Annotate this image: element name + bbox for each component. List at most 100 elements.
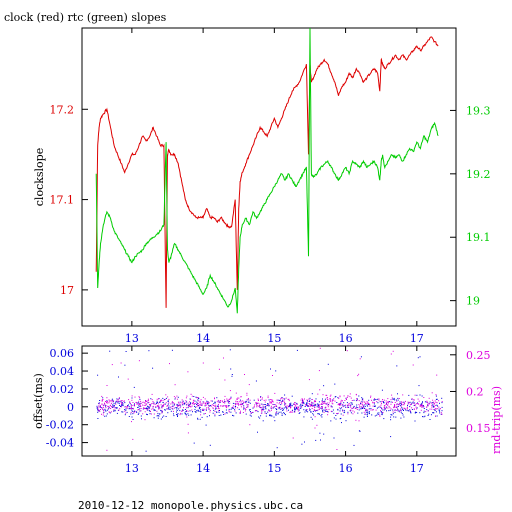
slopes-x-tick-label: 13 <box>125 332 139 345</box>
offset-point <box>114 409 116 411</box>
offset-point <box>335 418 337 420</box>
rnd-trip-point <box>214 410 216 412</box>
offset-panel: 13 14 15 16 17-0.04-0.0200.020.040.060.150.2… <box>32 345 503 475</box>
offset-point <box>310 411 312 413</box>
offset-x-tick-label: 15 <box>267 462 281 475</box>
rnd-trip-point <box>102 412 104 414</box>
rnd-trip-point <box>272 399 274 401</box>
rnd-trip-point <box>347 395 349 397</box>
offset-point <box>344 405 346 407</box>
offset-point <box>323 409 325 411</box>
offset-point <box>275 370 277 372</box>
rnd-trip-point <box>239 412 241 414</box>
rnd-trip-point <box>431 402 432 404</box>
offset-point <box>267 403 269 405</box>
rnd-trip-point <box>313 408 315 410</box>
offset-point <box>320 439 321 441</box>
rnd-trip-point <box>147 400 149 402</box>
offset-point <box>232 414 233 416</box>
offset-point <box>201 416 203 418</box>
rnd-trip-point <box>356 399 358 401</box>
rnd-trip-point <box>142 402 144 403</box>
rnd-trip-point <box>415 403 417 405</box>
offset-point <box>282 409 283 411</box>
offset-point <box>390 436 392 438</box>
rnd-trip-point <box>256 402 258 404</box>
rnd-trip-point <box>102 408 104 410</box>
offset-point <box>368 408 370 410</box>
offset-point <box>198 408 200 410</box>
offset-point <box>341 422 342 424</box>
offset-point <box>365 411 367 413</box>
offset-point <box>124 409 126 411</box>
rnd-trip-point <box>117 399 119 400</box>
rnd-trip-point <box>255 402 257 404</box>
offset-point <box>113 410 115 412</box>
offset-point <box>116 398 118 400</box>
offset-point <box>419 412 421 414</box>
offset-point <box>131 409 133 411</box>
rnd-trip-point <box>171 402 173 404</box>
offset-point <box>148 407 150 409</box>
rnd-trip-point <box>330 406 332 408</box>
rnd-trip-point <box>328 408 330 410</box>
rnd-trip-point <box>263 399 265 401</box>
rnd-trip-point <box>405 400 406 402</box>
rnd-trip-point <box>270 401 272 403</box>
offset-point <box>413 405 415 406</box>
rnd-trip-point <box>207 401 209 403</box>
offset-point <box>137 407 139 408</box>
rnd-trip-point <box>166 405 168 407</box>
offset-point <box>262 420 264 422</box>
rnd-trip-point <box>175 397 177 399</box>
offset-point <box>358 430 360 432</box>
rnd-trip-point <box>260 412 262 414</box>
rnd-trip-point <box>270 402 272 404</box>
rnd-trip-point <box>186 404 188 406</box>
offset-point <box>281 397 283 398</box>
offset-point <box>334 383 336 385</box>
offset-point <box>302 399 303 401</box>
offset-point <box>168 408 170 410</box>
offset-point <box>199 418 201 420</box>
rnd-trip-point <box>426 401 428 403</box>
offset-point <box>177 396 179 398</box>
rnd-trip-point <box>181 399 183 401</box>
rnd-trip-point <box>418 403 420 405</box>
offset-point <box>323 401 325 403</box>
rnd-trip-point <box>238 404 240 406</box>
rnd-trip-point <box>199 401 201 403</box>
rnd-trip-point <box>106 449 108 451</box>
rnd-trip-point <box>214 405 216 407</box>
rnd-trip-point <box>97 407 99 409</box>
rnd-trip-point <box>365 403 367 404</box>
rnd-trip-point <box>98 403 100 405</box>
offset-point <box>258 416 260 418</box>
rnd-trip-point <box>391 394 393 396</box>
rnd-trip-point <box>101 403 103 405</box>
rnd-trip-point <box>154 403 156 405</box>
offset-point <box>375 399 377 400</box>
rnd-trip-point <box>387 401 389 403</box>
rnd-trip-point <box>224 399 225 401</box>
rnd-trip-point <box>390 353 392 355</box>
rnd-trip-point <box>421 407 423 408</box>
offset-point <box>311 418 313 420</box>
offset-point <box>389 401 390 403</box>
offset-point <box>139 410 141 412</box>
rnd-trip-point <box>198 405 200 407</box>
rnd-trip-point <box>106 385 108 386</box>
rnd-trip-point <box>272 403 274 405</box>
rnd-trip-point <box>219 401 221 403</box>
offset-point <box>156 400 158 402</box>
rnd-trip-point <box>358 420 360 422</box>
offset-point <box>132 419 134 420</box>
rnd-trip-point <box>211 405 213 407</box>
offset-point <box>145 450 147 452</box>
rnd-trip-point <box>326 397 328 398</box>
offset-point <box>383 402 385 404</box>
rnd-trip-point <box>152 402 154 404</box>
offset-point <box>268 405 270 407</box>
offset-point <box>357 412 359 414</box>
offset-point <box>112 404 114 406</box>
